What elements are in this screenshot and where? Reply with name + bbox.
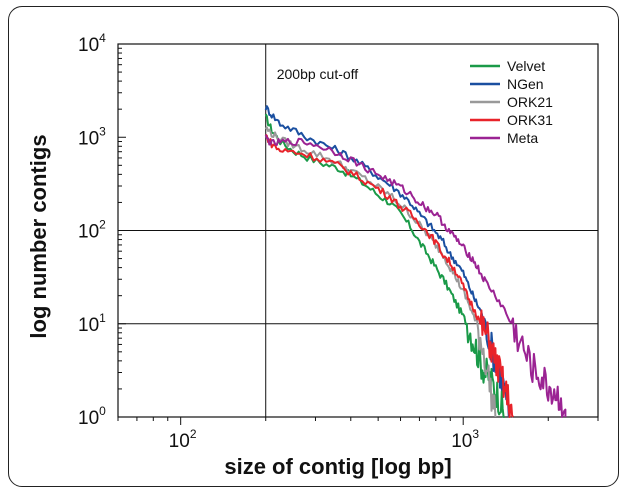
legend-label-meta: Meta <box>507 130 538 146</box>
series-line-ngen <box>264 105 510 418</box>
y-axis-title: log number contigs <box>26 134 51 338</box>
y-tick-label: 104 <box>78 31 106 56</box>
x-tick-label: 103 <box>451 427 479 452</box>
y-tick-label: 103 <box>78 124 106 149</box>
x-tick-label: 102 <box>169 427 197 452</box>
legend-label-ork31: ORK31 <box>507 112 553 128</box>
legend-label-velvet: Velvet <box>507 58 545 74</box>
y-tick-label: 101 <box>78 311 106 336</box>
series-line-meta <box>264 134 567 418</box>
x-axis-title: size of contig [log bp] <box>224 454 451 479</box>
y-tick-label: 100 <box>78 404 106 429</box>
y-tick-label: 102 <box>78 218 106 243</box>
legend-label-ngen: NGen <box>507 76 544 92</box>
cutoff-annotation: 200bp cut-off <box>277 66 359 82</box>
legend-label-ork21: ORK21 <box>507 94 553 110</box>
series-line-ork31 <box>264 133 514 418</box>
